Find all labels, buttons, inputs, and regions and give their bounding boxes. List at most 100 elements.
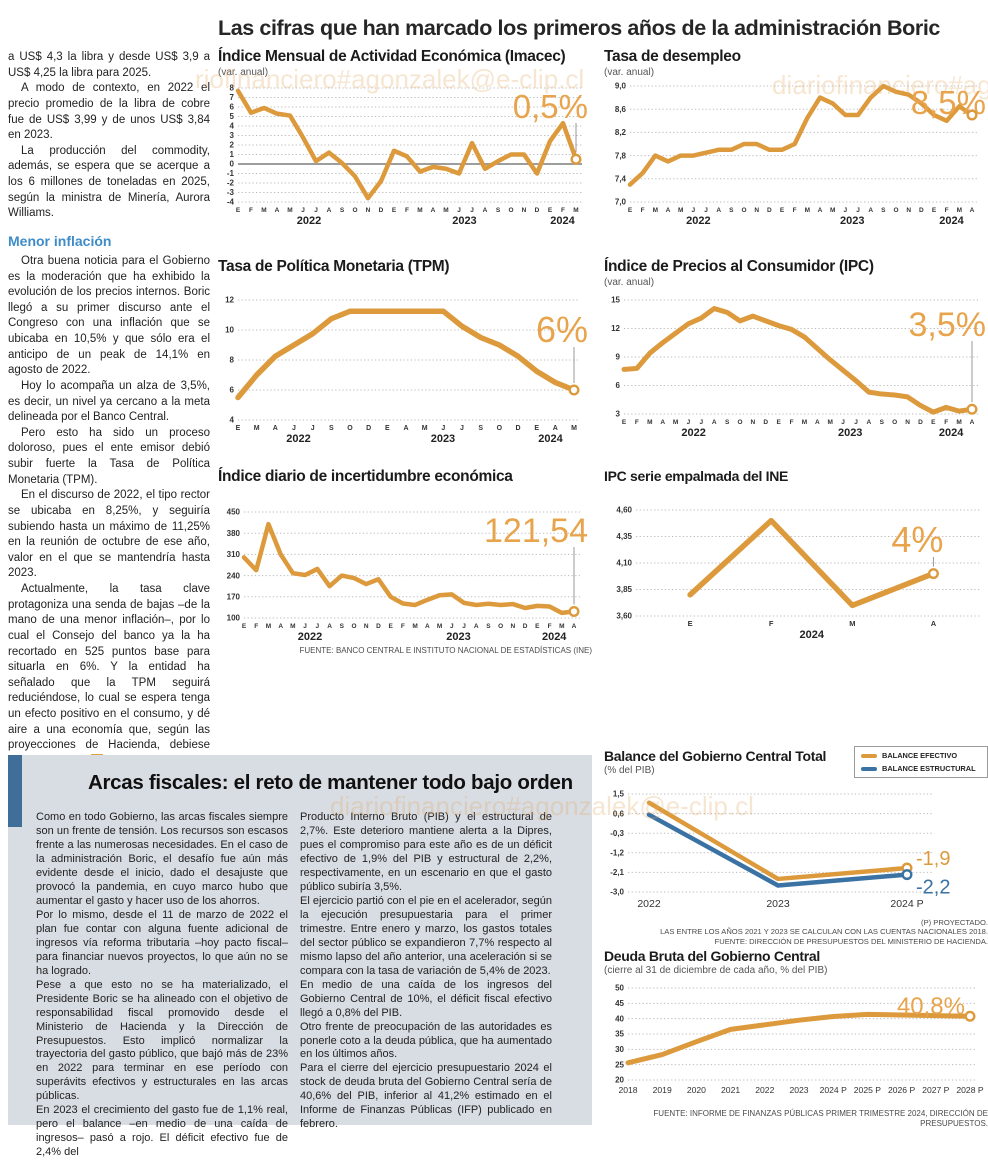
svg-text:A: A bbox=[273, 425, 278, 432]
chart-title: IPC serie empalmada del INE bbox=[604, 468, 789, 484]
svg-text:J: J bbox=[844, 207, 848, 214]
svg-text:J: J bbox=[856, 207, 860, 214]
chart-canvas-deuda: 50 45 40 35 30 25 20 2018 2019 2020 2021 2022 2023 20… bbox=[604, 980, 988, 1106]
svg-text:E: E bbox=[242, 623, 247, 630]
svg-text:100: 100 bbox=[227, 614, 241, 623]
chart-title: Índice de Precios al Consumidor (IPC) bbox=[604, 258, 874, 275]
svg-text:2026 P: 2026 P bbox=[888, 1085, 916, 1095]
svg-text:M: M bbox=[957, 207, 962, 214]
svg-text:7: 7 bbox=[230, 93, 235, 102]
svg-text:450: 450 bbox=[227, 508, 241, 517]
chart-canvas-tpm: 12 10 8 6 4 E M A J J S O D E A M J J S O D E A M 2022 2023 2024 6% bbox=[218, 284, 590, 456]
legend-label: BALANCE ESTRUCTURAL bbox=[882, 764, 976, 773]
svg-text:10: 10 bbox=[225, 326, 234, 335]
box-paragraph: Otro frente de preocupación de las autor… bbox=[300, 1020, 552, 1061]
svg-text:M: M bbox=[673, 419, 678, 426]
svg-text:2024: 2024 bbox=[538, 433, 563, 445]
svg-text:170: 170 bbox=[227, 593, 241, 602]
fiscal-box-title: Arcas fiscales: el reto de mantener todo… bbox=[88, 771, 573, 794]
svg-text:9,0: 9,0 bbox=[615, 82, 627, 91]
svg-text:-3: -3 bbox=[227, 188, 235, 197]
svg-text:A: A bbox=[474, 623, 479, 630]
svg-text:A: A bbox=[970, 207, 975, 214]
svg-text:S: S bbox=[486, 623, 491, 630]
section-accent-bar bbox=[8, 755, 22, 827]
box-paragraph: Para el cierre del ejercicio presupuesta… bbox=[300, 1062, 552, 1131]
svg-text:A: A bbox=[712, 419, 717, 426]
svg-text:E: E bbox=[385, 425, 390, 432]
svg-text:E: E bbox=[388, 623, 393, 630]
svg-text:50: 50 bbox=[615, 984, 624, 993]
article-paragraph: a US$ 4,3 la libra y desde US$ 3,9 a US$… bbox=[8, 51, 210, 79]
svg-text:2024: 2024 bbox=[800, 629, 825, 641]
article-paragraph-text: Actualmente, la tasa clave protagoniza u… bbox=[8, 583, 210, 768]
svg-text:J: J bbox=[457, 207, 461, 214]
svg-text:8: 8 bbox=[230, 356, 235, 365]
svg-text:3,60: 3,60 bbox=[616, 612, 632, 621]
svg-text:J: J bbox=[704, 207, 708, 214]
article-paragraph: Otra buena noticia para el Gobierno es l… bbox=[8, 254, 210, 377]
svg-text:M: M bbox=[956, 419, 961, 426]
svg-text:2020: 2020 bbox=[687, 1085, 706, 1095]
svg-text:4,35: 4,35 bbox=[616, 532, 632, 541]
chart-canvas-balance: 1,5 0,6 -0,3 -1,2 -2,1 -3,0 2022 2023 2024 P -1,9… bbox=[604, 788, 988, 918]
svg-text:S: S bbox=[725, 419, 730, 426]
svg-text:M: M bbox=[266, 623, 271, 630]
svg-text:2022: 2022 bbox=[681, 427, 705, 439]
svg-text:1: 1 bbox=[230, 150, 235, 159]
svg-text:S: S bbox=[478, 425, 483, 432]
svg-text:6: 6 bbox=[616, 381, 621, 390]
svg-text:E: E bbox=[780, 207, 785, 214]
svg-text:6%: 6% bbox=[536, 309, 588, 350]
svg-text:J: J bbox=[314, 207, 318, 214]
svg-text:A: A bbox=[403, 425, 408, 432]
svg-text:7,0: 7,0 bbox=[615, 198, 627, 207]
chart-footnotes: (P) PROYECTADO. LAS ENTRE LOS AÑOS 2021 … bbox=[604, 918, 988, 946]
svg-text:12: 12 bbox=[225, 296, 234, 305]
source-note-ine: FUENTE: BANCO CENTRAL E INSTITUTO NACION… bbox=[299, 646, 592, 655]
svg-text:M: M bbox=[559, 623, 564, 630]
chart-canvas-desempleo: 9,0 8,6 8,2 7,8 7,4 7,0 E F M A M J J A S O N D E F M A M J J A S O… bbox=[604, 78, 988, 234]
svg-text:N: N bbox=[364, 623, 369, 630]
svg-text:6: 6 bbox=[230, 103, 235, 112]
svg-text:A: A bbox=[425, 623, 430, 630]
svg-text:J: J bbox=[316, 623, 320, 630]
svg-text:O: O bbox=[352, 207, 357, 214]
svg-text:40,8%: 40,8% bbox=[897, 993, 965, 1020]
svg-text:F: F bbox=[401, 623, 405, 630]
svg-text:M: M bbox=[678, 207, 683, 214]
svg-text:2023: 2023 bbox=[838, 427, 862, 439]
svg-text:4,60: 4,60 bbox=[616, 506, 632, 515]
legend-swatch-estructural bbox=[861, 766, 877, 771]
svg-text:A: A bbox=[716, 207, 721, 214]
svg-text:-0,3: -0,3 bbox=[610, 829, 624, 838]
box-paragraph: En medio de una caída de los ingresos de… bbox=[300, 978, 552, 1019]
svg-text:4,10: 4,10 bbox=[616, 559, 632, 568]
svg-text:O: O bbox=[893, 207, 898, 214]
svg-text:S: S bbox=[329, 425, 334, 432]
svg-text:3: 3 bbox=[230, 131, 235, 140]
article-paragraph: La producción del commodity, además, se … bbox=[8, 144, 210, 220]
svg-text:D: D bbox=[767, 207, 772, 214]
svg-text:M: M bbox=[573, 207, 578, 214]
svg-text:6: 6 bbox=[230, 386, 235, 395]
svg-text:2018: 2018 bbox=[618, 1085, 637, 1095]
svg-text:2023: 2023 bbox=[446, 631, 470, 643]
svg-text:-2,2: -2,2 bbox=[916, 877, 950, 899]
svg-text:A: A bbox=[572, 623, 577, 630]
svg-text:40: 40 bbox=[615, 1014, 624, 1023]
chart-title: Tasa de desempleo bbox=[604, 48, 741, 65]
svg-text:310: 310 bbox=[227, 550, 241, 559]
chart-subtitle: (var. anual) bbox=[604, 277, 655, 288]
svg-text:-2: -2 bbox=[227, 179, 235, 188]
svg-text:35: 35 bbox=[615, 1030, 624, 1039]
svg-text:8,2: 8,2 bbox=[615, 128, 627, 137]
svg-text:0,6: 0,6 bbox=[613, 809, 625, 818]
svg-text:12: 12 bbox=[611, 324, 620, 333]
svg-text:E: E bbox=[931, 419, 936, 426]
svg-text:E: E bbox=[628, 207, 633, 214]
chart-subtitle: (var. anual) bbox=[218, 67, 269, 78]
svg-text:E: E bbox=[392, 207, 397, 214]
svg-text:E: E bbox=[688, 619, 693, 628]
svg-text:2023: 2023 bbox=[431, 433, 455, 445]
